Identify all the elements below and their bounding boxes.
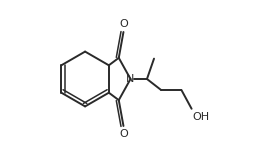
Text: O: O [119, 19, 128, 29]
Text: N: N [126, 74, 135, 84]
Text: OH: OH [193, 112, 210, 122]
Text: O: O [119, 129, 128, 139]
